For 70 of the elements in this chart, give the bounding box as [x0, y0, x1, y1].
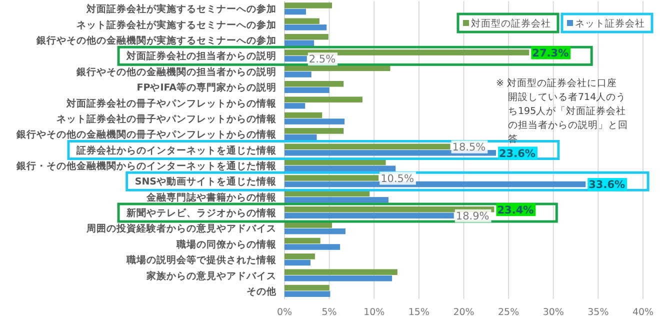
legend-label: 対面型の証券会社: [471, 17, 551, 30]
x-tick-label: 35%: [588, 307, 609, 318]
y-tick-label: 職場の説明会等で提供された情報: [126, 254, 278, 266]
y-tick-label: ネット証券会社が実施するセミナーへの参加: [76, 18, 276, 31]
y-tick-label: 周囲の投資経験者からの意見やアドバイス: [86, 222, 276, 235]
bar: [284, 166, 396, 172]
y-tick-label: FPやIFA等の専門家からの説明: [136, 82, 276, 94]
data-label: 23.4%: [497, 204, 534, 216]
legend-label: ネット証券会社: [575, 17, 645, 30]
bar: [284, 150, 496, 156]
y-tick-label: 銀行やその他の金融機関が実施するセミナーへの参加: [36, 34, 276, 47]
data-label: 33.6%: [588, 179, 626, 192]
y-tick-label: SNSや動画サイトを通じた情報: [134, 176, 278, 188]
bar: [284, 284, 330, 291]
data-label: 18.9%: [456, 210, 490, 223]
bar: [284, 24, 327, 30]
bar: [284, 102, 306, 109]
bar: [284, 8, 306, 15]
y-tick-label: 金融専門誌や書籍からの情報: [146, 191, 278, 204]
bar: [284, 128, 344, 134]
bar: [284, 50, 530, 56]
bar: [284, 34, 328, 40]
bar: [284, 197, 388, 203]
x-tick-label: 25%: [498, 307, 520, 318]
bar: [284, 175, 379, 181]
bar: [284, 112, 322, 118]
bar: [284, 80, 344, 87]
bar: [284, 40, 314, 46]
y-tick-label: 新聞やテレビ、ラジオからの情報: [126, 207, 278, 220]
bar: [284, 18, 320, 24]
data-label: 2.5%: [308, 54, 336, 66]
bar: [284, 254, 315, 260]
bar: [284, 244, 340, 250]
bar: [284, 275, 392, 282]
y-tick-label: 銀行やその他の金融機関の担当者からの説明: [76, 66, 276, 78]
bar: [284, 269, 398, 275]
x-tick-label: 30%: [542, 307, 564, 318]
bar: [284, 291, 330, 297]
x-tick-label: 40%: [632, 307, 654, 318]
bar: [284, 260, 310, 266]
bar: [284, 87, 330, 94]
y-tick-label: 銀行・その他金融機関からのインターネットを通じた情報: [16, 160, 278, 172]
x-tick-label: 20%: [453, 307, 474, 318]
y-tick-label: 家族からの意見やアドバイス: [146, 270, 276, 282]
bar: [284, 212, 454, 219]
bar: [284, 228, 346, 234]
y-tick-label: 対面証券会社が実施するセミナーへの参加: [86, 3, 276, 16]
bar: [284, 118, 345, 124]
x-tick-label: 0%: [276, 307, 292, 318]
bar: [284, 72, 312, 78]
y-tick-label: その他: [246, 285, 278, 298]
y-tick-label: 証券会社からのインターネットを通じた情報: [76, 144, 278, 156]
bar: [284, 238, 320, 244]
data-label: 23.6%: [499, 148, 536, 160]
y-tick-label: 銀行やその他の金融機関の冊子やパンフレットからの情報: [16, 128, 278, 141]
data-label: 27.3%: [532, 47, 570, 60]
x-tick-label: 10%: [364, 307, 385, 318]
y-tick-label: ネット証券会社の冊子やパンフレットからの情報: [56, 112, 278, 125]
bar: [284, 134, 317, 140]
bar: [284, 2, 332, 8]
bar: [284, 144, 450, 150]
bar: [284, 96, 362, 102]
data-label: 10.5%: [380, 172, 414, 185]
bar: [284, 56, 307, 62]
y-tick-label: 対面証券会社の冊子やパンフレットからの情報: [66, 97, 278, 110]
y-tick-label: 対面証券会社の担当者からの説明: [126, 50, 276, 62]
x-tick-label: 15%: [408, 307, 430, 318]
data-label: 18.5%: [452, 142, 486, 154]
x-tick-label: 5%: [322, 307, 337, 318]
y-tick-label: 職場の同僚からの情報: [176, 238, 278, 250]
